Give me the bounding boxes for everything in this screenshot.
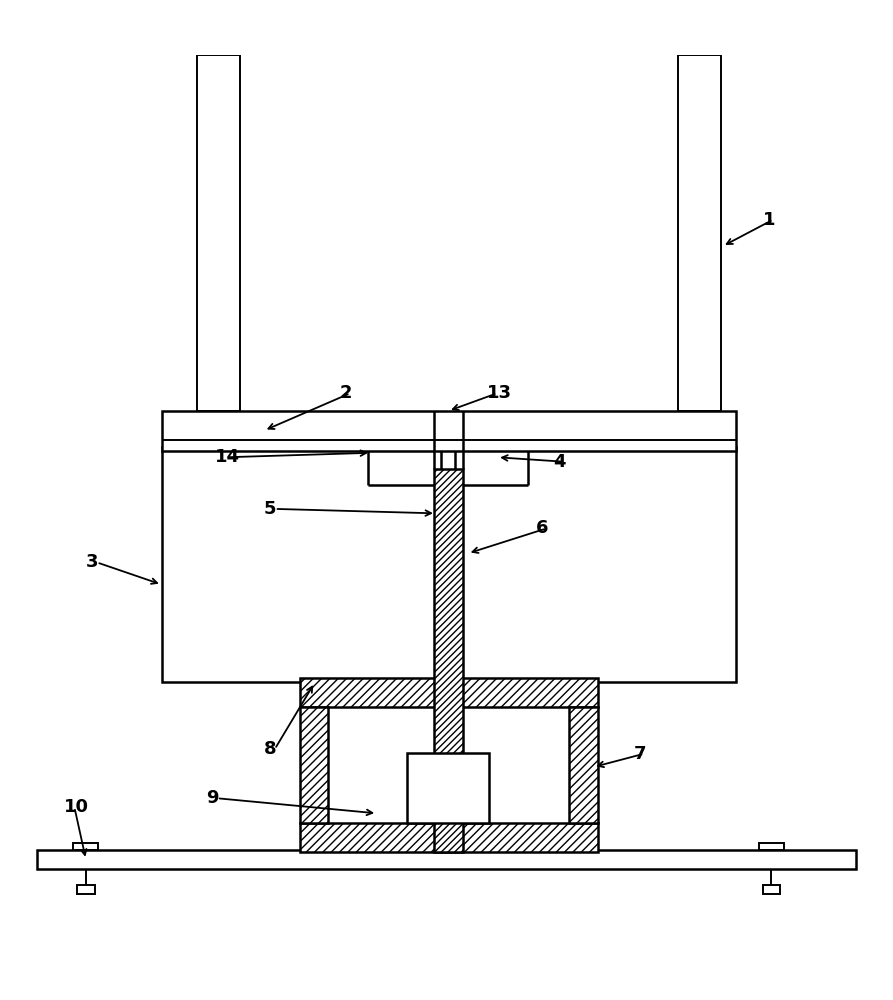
Text: 3: 3 [86, 553, 98, 571]
Bar [77, 885, 95, 894]
Bar [678, 55, 721, 411]
Bar [300, 678, 597, 707]
Bar [570, 707, 597, 823]
Text: 4: 4 [554, 453, 566, 471]
Bar [197, 55, 240, 411]
Bar [434, 469, 463, 852]
Bar [162, 411, 736, 451]
Bar [407, 753, 489, 823]
Bar [162, 447, 736, 682]
Text: 13: 13 [487, 384, 512, 402]
Bar [73, 843, 98, 850]
Text: 8: 8 [264, 740, 277, 758]
Text: 14: 14 [215, 448, 240, 466]
Text: 10: 10 [63, 798, 88, 816]
Text: 5: 5 [264, 500, 277, 518]
Text: 7: 7 [633, 745, 646, 763]
Bar [763, 885, 780, 894]
Bar [300, 707, 328, 823]
Bar [37, 850, 856, 869]
Text: 9: 9 [206, 789, 219, 807]
Bar [759, 843, 784, 850]
Text: 6: 6 [536, 519, 548, 537]
Text: 1: 1 [763, 211, 775, 229]
Bar [300, 823, 597, 852]
Text: 2: 2 [339, 384, 352, 402]
